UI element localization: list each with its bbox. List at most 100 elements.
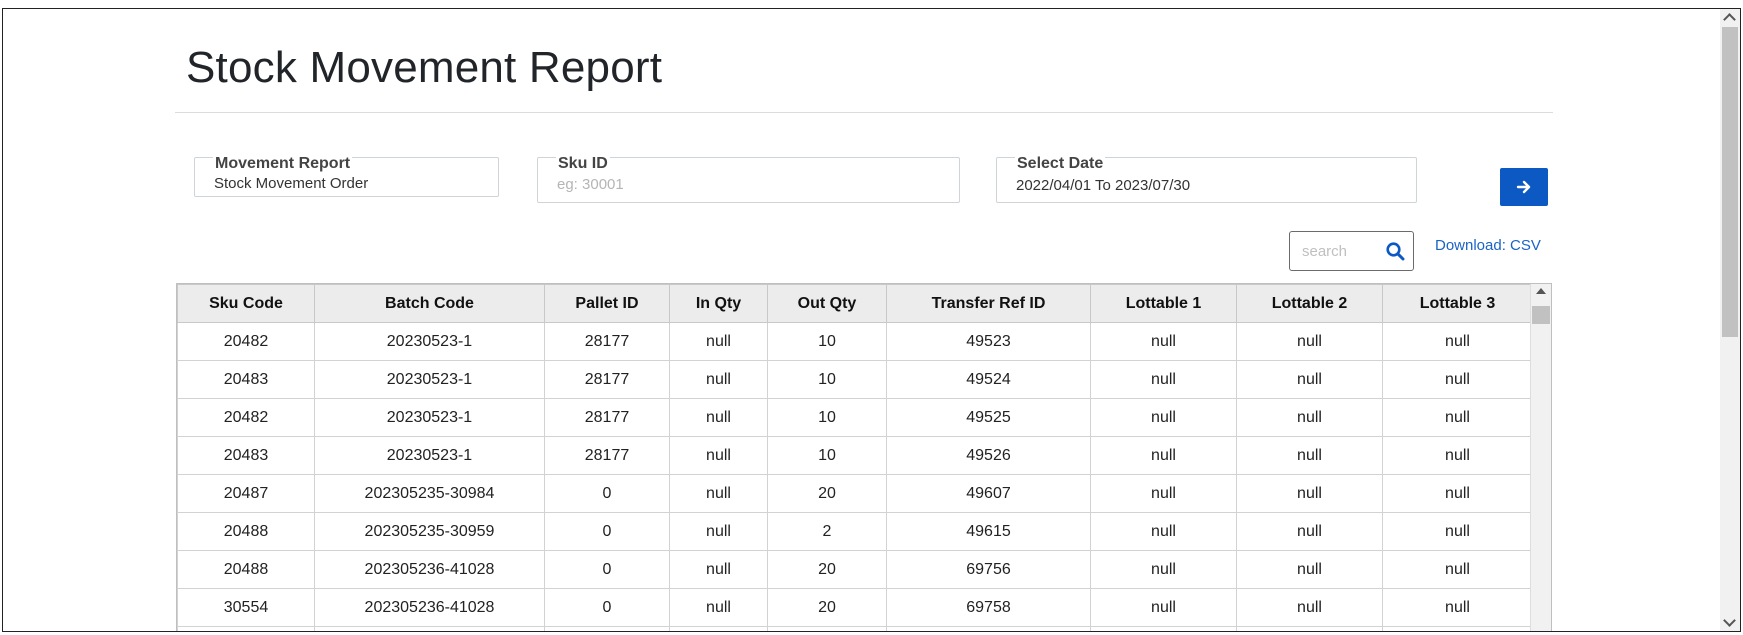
table-cell: 20230523-1: [314, 436, 545, 475]
arrow-right-icon: [1516, 180, 1531, 194]
table-cell: null: [1382, 436, 1533, 475]
table-cell: [177, 626, 315, 631]
table-cell: 49523: [886, 322, 1091, 361]
search-icon[interactable]: [1385, 241, 1405, 261]
table-row[interactable]: 20482 20230523-1 28177 null 10 49525 null null n…: [177, 398, 1533, 437]
table-cell: null: [1236, 436, 1383, 475]
table-scrollbar[interactable]: [1530, 284, 1551, 631]
table-row[interactable]: 20483 20230523-1 28177 null 10 49526 null null n…: [177, 436, 1533, 475]
column-header-lottable-2[interactable]: Lottable 2: [1236, 284, 1383, 323]
movement-report-field[interactable]: Movement Report Stock Movement Order: [194, 155, 499, 197]
column-header-lottable-3[interactable]: Lottable 3: [1382, 284, 1533, 323]
column-header-pallet-id[interactable]: Pallet ID: [544, 284, 670, 323]
table-row[interactable]: 20483 20230523-1 28177 null 10 49524 null null n…: [177, 360, 1533, 399]
table-row[interactable]: 20487 202305235-30984 0 null 20 49607 null null…: [177, 474, 1533, 513]
table-cell: 49525: [886, 398, 1091, 437]
page-scrollbar[interactable]: [1720, 9, 1740, 631]
table-cell: 28177: [544, 322, 670, 361]
submit-button[interactable]: [1500, 168, 1548, 206]
table-cell: 20: [767, 474, 887, 513]
column-header-transfer-ref-id[interactable]: Transfer Ref ID: [886, 284, 1091, 323]
table-cell: 69756: [886, 550, 1091, 589]
column-header-lottable-1[interactable]: Lottable 1: [1090, 284, 1237, 323]
table-cell: null: [1382, 398, 1533, 437]
download-csv-link[interactable]: Download: CSV: [1435, 237, 1541, 254]
table-cell: 20: [767, 550, 887, 589]
table-cell: null: [1236, 360, 1383, 399]
table-cell: null: [669, 360, 768, 399]
column-header-batch-code[interactable]: Batch Code: [314, 284, 545, 323]
table-cell: null: [1090, 436, 1237, 475]
table-cell: 10: [767, 436, 887, 475]
table-cell: null: [1382, 588, 1533, 627]
table-cell: 0: [544, 512, 670, 551]
table-cell: null: [669, 398, 768, 437]
table-cell: 10: [767, 398, 887, 437]
table-cell: null: [669, 512, 768, 551]
table-cell: 49615: [886, 512, 1091, 551]
page-scroll-up-icon[interactable]: [1723, 13, 1736, 26]
movement-report-label: Movement Report: [213, 155, 353, 173]
table-cell: 49607: [886, 474, 1091, 513]
table-cell: 20483: [177, 360, 315, 399]
table-row[interactable]: 30554 202305236-41028 0 null 20 69758 null null…: [177, 588, 1533, 627]
table-cell: null: [1236, 550, 1383, 589]
column-header-in-qty[interactable]: In Qty: [669, 284, 768, 323]
table-cell: null: [1382, 512, 1533, 551]
report-table: Sku Code Batch Code Pallet ID In Qty Out…: [177, 284, 1533, 631]
page-scroll-down-icon[interactable]: [1723, 614, 1736, 627]
table-cell: 20488: [177, 512, 315, 551]
table-cell: 202305235-30984: [314, 474, 545, 513]
movement-report-value: Stock Movement Order: [214, 175, 369, 192]
table-cell: 0: [544, 588, 670, 627]
table-cell: null: [669, 474, 768, 513]
table-cell: null: [1236, 588, 1383, 627]
table-cell: null: [1382, 322, 1533, 361]
column-header-out-qty[interactable]: Out Qty: [767, 284, 887, 323]
column-header-sku-code[interactable]: Sku Code: [177, 284, 315, 323]
select-date-field[interactable]: Select Date 2022/04/01 To 2023/07/30: [996, 155, 1417, 203]
table-cell: null: [1236, 322, 1383, 361]
table-row[interactable]: 20488 202305236-41028 0 null 20 69756 null null…: [177, 550, 1533, 589]
table-cell: [669, 626, 768, 631]
table-cell: [314, 626, 545, 631]
table-cell: [1090, 626, 1237, 631]
table-cell: 10: [767, 322, 887, 361]
table-cell: 69758: [886, 588, 1091, 627]
search-input[interactable]: [1300, 242, 1384, 261]
table-cell: 20230523-1: [314, 322, 545, 361]
table-cell: 49524: [886, 360, 1091, 399]
report-window: Stock Movement Report Movement Report St…: [2, 8, 1741, 632]
table-scroll-thumb[interactable]: [1532, 306, 1550, 324]
title-divider: [175, 112, 1553, 113]
sku-id-field[interactable]: Sku ID: [537, 155, 960, 203]
table-cell: 20230523-1: [314, 398, 545, 437]
table-cell: 20487: [177, 474, 315, 513]
table-cell: [767, 626, 887, 631]
table-cell: null: [669, 588, 768, 627]
table-row[interactable]: [177, 626, 1533, 631]
table-cell: 28177: [544, 398, 670, 437]
table-cell: [1236, 626, 1383, 631]
table-cell: 30554: [177, 588, 315, 627]
table-body: 20482 20230523-1 28177 null 10 49523 null null n…: [177, 322, 1533, 631]
table-cell: [886, 626, 1091, 631]
table-cell: 49526: [886, 436, 1091, 475]
table-cell: 0: [544, 474, 670, 513]
table-row[interactable]: 20488 202305235-30959 0 null 2 49615 null null n…: [177, 512, 1533, 551]
table-cell: 20: [767, 588, 887, 627]
table-cell: 202305235-30959: [314, 512, 545, 551]
table-cell: null: [1382, 474, 1533, 513]
page-scroll-thumb[interactable]: [1722, 27, 1738, 337]
select-date-value: 2022/04/01 To 2023/07/30: [1016, 177, 1191, 194]
report-table-container: Sku Code Batch Code Pallet ID In Qty Out…: [176, 283, 1552, 631]
table-cell: null: [1236, 512, 1383, 551]
scroll-up-icon[interactable]: [1536, 288, 1546, 294]
table-row[interactable]: 20482 20230523-1 28177 null 10 49523 null null n…: [177, 322, 1533, 361]
search-box[interactable]: [1289, 231, 1414, 271]
sku-id-input[interactable]: [557, 176, 915, 193]
page-title: Stock Movement Report: [186, 43, 663, 92]
table-cell: 28177: [544, 436, 670, 475]
table-cell: [544, 626, 670, 631]
table-header-row: Sku Code Batch Code Pallet ID In Qty Out…: [177, 284, 1533, 323]
